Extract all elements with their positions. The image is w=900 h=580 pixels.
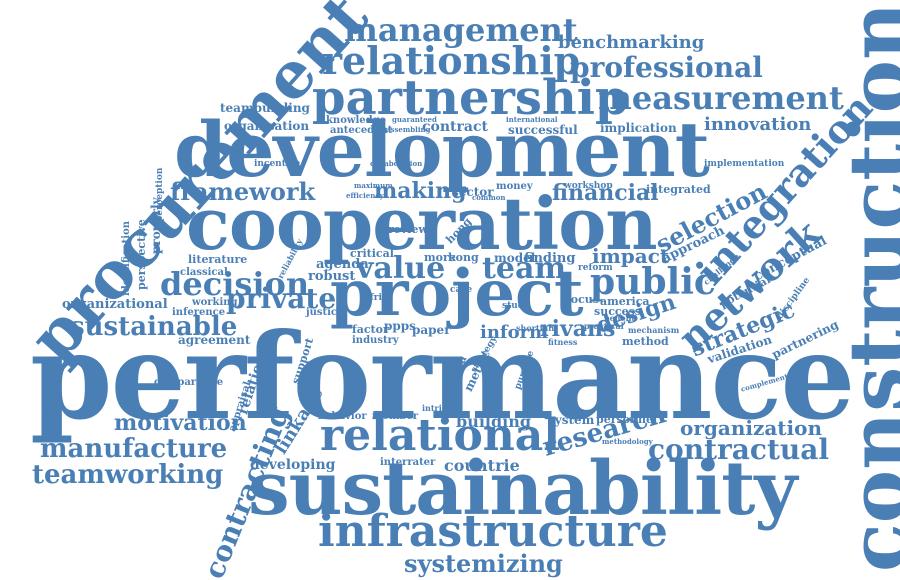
word-agenda: agenda xyxy=(316,257,369,272)
word-relationship: relationship xyxy=(322,38,581,83)
word-reform: reform xyxy=(578,263,613,273)
word-incentive: incentive xyxy=(254,159,301,169)
word-interrater: interrater xyxy=(380,457,436,468)
word-working: working xyxy=(192,297,238,308)
word-making: making xyxy=(374,178,467,204)
word-fitness: fitness xyxy=(548,337,578,347)
word-kong: kong xyxy=(448,251,479,264)
word-maximum: maximum xyxy=(354,181,393,190)
word-system: system xyxy=(548,413,595,427)
word-public: public xyxy=(590,261,716,303)
word-focus: focus xyxy=(566,293,599,306)
word-money: money xyxy=(496,181,533,192)
word-sustainable: sustainable xyxy=(70,312,238,342)
word-integrated: integrated xyxy=(646,183,711,196)
word-shortfall: shortfall xyxy=(516,323,555,333)
word-framework: framework xyxy=(170,177,316,206)
word-developing: developing xyxy=(250,457,336,473)
word-measurement: measurement xyxy=(598,79,844,117)
word-critical: critical xyxy=(350,247,394,260)
word-management: management xyxy=(344,11,578,49)
word-financial: financial xyxy=(552,180,659,206)
word-rivans: rivans xyxy=(540,316,616,342)
word-organizational: organizational xyxy=(62,297,168,312)
word-guaranteed: guaranteed xyxy=(392,115,437,124)
word-organization: organization xyxy=(680,416,822,440)
word-systemizing: systemizing xyxy=(404,549,563,578)
word-teamworking: teamworking xyxy=(32,460,224,490)
word-justice: justice xyxy=(306,307,344,318)
word-more: more xyxy=(424,251,456,264)
word-study: study xyxy=(502,301,530,311)
word-antecedent: antecedent xyxy=(330,125,393,136)
word-model: model xyxy=(494,251,536,265)
word-benchmarking: benchmarking xyxy=(558,32,705,53)
word-teambuilding: teambuilding xyxy=(220,101,310,115)
word-industry: industry xyxy=(352,335,399,346)
word-robust: robust xyxy=(308,269,356,284)
word-finding: finding xyxy=(524,251,576,266)
word-sustainability: sustainability xyxy=(248,446,797,532)
word-benefit: benefit xyxy=(604,313,636,323)
word-countrie: countrie xyxy=(444,456,520,475)
word-successful: successful xyxy=(508,123,578,137)
word-member: member xyxy=(372,411,419,422)
word-implementation: implementation xyxy=(704,159,785,169)
word-sector: sector xyxy=(452,185,494,199)
word-assembling: assembling xyxy=(386,125,431,134)
word-method: method xyxy=(622,335,669,348)
word-africa: africa xyxy=(364,293,394,303)
word-mechanism: mechanism xyxy=(628,325,680,335)
word-international: international xyxy=(506,115,558,124)
word-ppps: ppps xyxy=(384,319,416,333)
word-behavior: behavior xyxy=(318,411,367,422)
word-classical: classical xyxy=(180,267,228,278)
word-comparative: comparative xyxy=(154,377,224,388)
word-private: private xyxy=(226,282,337,315)
word-organisation: organisation xyxy=(224,119,310,133)
word-relational: relational xyxy=(320,410,561,461)
word-knowledge: knowledge xyxy=(326,115,386,126)
word-infrastructure: infrastructure xyxy=(318,506,668,557)
word-review: review xyxy=(388,223,428,236)
word-perspective: perspective xyxy=(135,219,148,290)
word-value: value xyxy=(356,251,446,286)
word-success: success xyxy=(594,305,641,318)
word-personnel: personnel xyxy=(596,413,658,426)
word-literature: literature xyxy=(188,253,248,266)
word-professional: professional xyxy=(570,51,763,84)
word-project: project xyxy=(330,256,584,331)
word-performance: performance xyxy=(30,307,855,446)
word-methodology: methodology xyxy=(602,437,653,446)
word-inform: inform xyxy=(480,322,549,343)
word-partnership: partnership xyxy=(312,70,629,126)
word-common: common xyxy=(472,193,506,202)
word-team: team xyxy=(482,251,567,286)
word-decision: decision xyxy=(160,265,310,303)
word-agreement: agreement xyxy=(178,333,251,347)
word-intrinsic: intrinsic xyxy=(422,403,461,413)
word-paper: paper xyxy=(412,323,451,337)
word-contract: contract xyxy=(422,119,488,135)
word-efficiency: efficiency xyxy=(346,191,384,200)
word-practical: practical xyxy=(584,321,624,331)
word-motivation: motivation xyxy=(114,410,247,436)
word-workshop: workshop xyxy=(564,181,613,191)
word-manufacture: manufacture xyxy=(40,434,228,464)
word-implication: implication xyxy=(600,121,677,135)
word-contractual: contractual xyxy=(648,433,830,466)
word-collaboration: collaboration xyxy=(370,159,423,168)
word-america: america xyxy=(600,295,650,308)
word-identification: identification xyxy=(121,220,132,296)
word-impact: impact xyxy=(592,244,670,268)
word-case: case xyxy=(450,285,473,295)
word-factor: factor xyxy=(352,323,389,336)
word-building: building xyxy=(456,412,532,431)
word-perception: perception xyxy=(155,167,165,222)
word-development: development xyxy=(174,105,710,194)
word-inference: inference xyxy=(172,307,226,318)
word-innovation: innovation xyxy=(704,114,812,135)
word-cooperation: cooperation xyxy=(186,181,658,266)
